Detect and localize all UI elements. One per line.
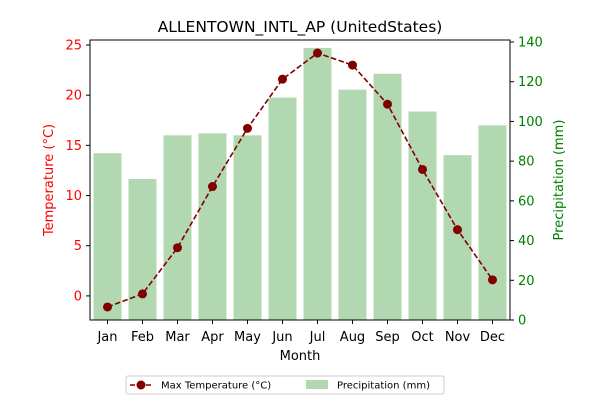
legend-marker-swatch — [136, 380, 146, 390]
temp-point-jan — [103, 302, 112, 312]
temp-point-oct — [418, 164, 427, 174]
x-tick-label: Jun — [271, 330, 292, 345]
precip-bar-oct — [408, 111, 437, 320]
precip-bar-jul — [303, 47, 332, 320]
y-axis-left: 0 5 10 15 20 25 — [65, 39, 90, 304]
y-axis-right-label: Precipitation (mm) — [552, 120, 567, 241]
chart-title: ALLENTOWN_INTL_AP (UnitedStates) — [158, 18, 443, 37]
y-axis-right: 0 20 40 60 80 100 120 140 — [510, 35, 543, 329]
temp-point-dec — [488, 275, 497, 285]
y-right-tick-label: 80 — [518, 155, 535, 170]
y-left-tick-label: 10 — [65, 189, 82, 204]
precip-bar-dec — [478, 125, 507, 320]
x-tick-label: Oct — [411, 330, 433, 345]
temp-point-nov — [453, 225, 462, 235]
legend-label-temperature: Max Temperature (°C) — [161, 381, 271, 392]
temp-point-jun — [278, 74, 287, 84]
temp-point-may — [243, 123, 252, 133]
temp-point-mar — [173, 243, 182, 253]
y-left-tick-label: 20 — [65, 89, 82, 104]
plot-frame — [89, 39, 511, 321]
precip-bar-may — [233, 135, 262, 320]
precip-bar-nov — [443, 155, 472, 320]
x-tick-label: May — [234, 330, 261, 345]
legend-bar-swatch — [306, 380, 328, 389]
legend-box — [125, 375, 445, 395]
x-tick-label: Mar — [165, 330, 190, 345]
precip-bar-apr — [198, 133, 227, 320]
x-axis: Jan Feb Mar Apr May Jun Jul Aug Sep Oct Nov Dec — [96, 320, 505, 345]
precip-bar-sep — [373, 73, 402, 320]
temperature-line — [103, 48, 497, 312]
temp-point-aug — [348, 60, 357, 70]
precip-bar-jun — [268, 97, 297, 320]
y-left-tick-label: 25 — [65, 39, 82, 54]
x-tick-label: Dec — [480, 330, 505, 345]
y-right-tick-label: 100 — [518, 115, 543, 130]
x-tick-label: Feb — [131, 330, 154, 345]
x-tick-label: Aug — [340, 330, 365, 345]
y-right-tick-label: 40 — [518, 234, 535, 249]
y-axis-left-label: Temperature (°C) — [42, 124, 57, 237]
x-tick-label: Jul — [309, 330, 326, 345]
precip-bar-aug — [338, 89, 367, 321]
temp-point-jul — [313, 48, 322, 58]
precipitation-bars — [93, 47, 507, 321]
temp-point-apr — [208, 182, 217, 192]
precip-bar-jan — [93, 153, 122, 320]
x-tick-label: Sep — [375, 330, 400, 345]
x-tick-label: Jan — [96, 330, 117, 345]
legend: Max Temperature (°C) Precipitation (mm) — [125, 375, 445, 395]
y-left-tick-label: 15 — [65, 139, 82, 154]
legend-label-precipitation: Precipitation (mm) — [337, 381, 430, 392]
y-right-tick-label: 120 — [518, 75, 543, 90]
temp-point-feb — [138, 289, 147, 299]
y-right-tick-label: 20 — [518, 274, 535, 289]
temp-point-sep — [383, 99, 392, 109]
temperature-line-path — [107, 52, 494, 308]
x-tick-label: Nov — [445, 330, 471, 345]
y-left-tick-label: 5 — [74, 239, 82, 254]
y-right-tick-label: 0 — [518, 314, 526, 329]
precip-bar-mar — [163, 135, 192, 320]
y-left-tick-label: 0 — [74, 289, 82, 304]
x-tick-label: Apr — [201, 330, 224, 345]
x-axis-label: Month — [280, 349, 321, 364]
y-right-tick-label: 60 — [518, 194, 535, 209]
y-right-tick-label: 140 — [518, 35, 543, 50]
precip-bar-feb — [128, 179, 157, 320]
